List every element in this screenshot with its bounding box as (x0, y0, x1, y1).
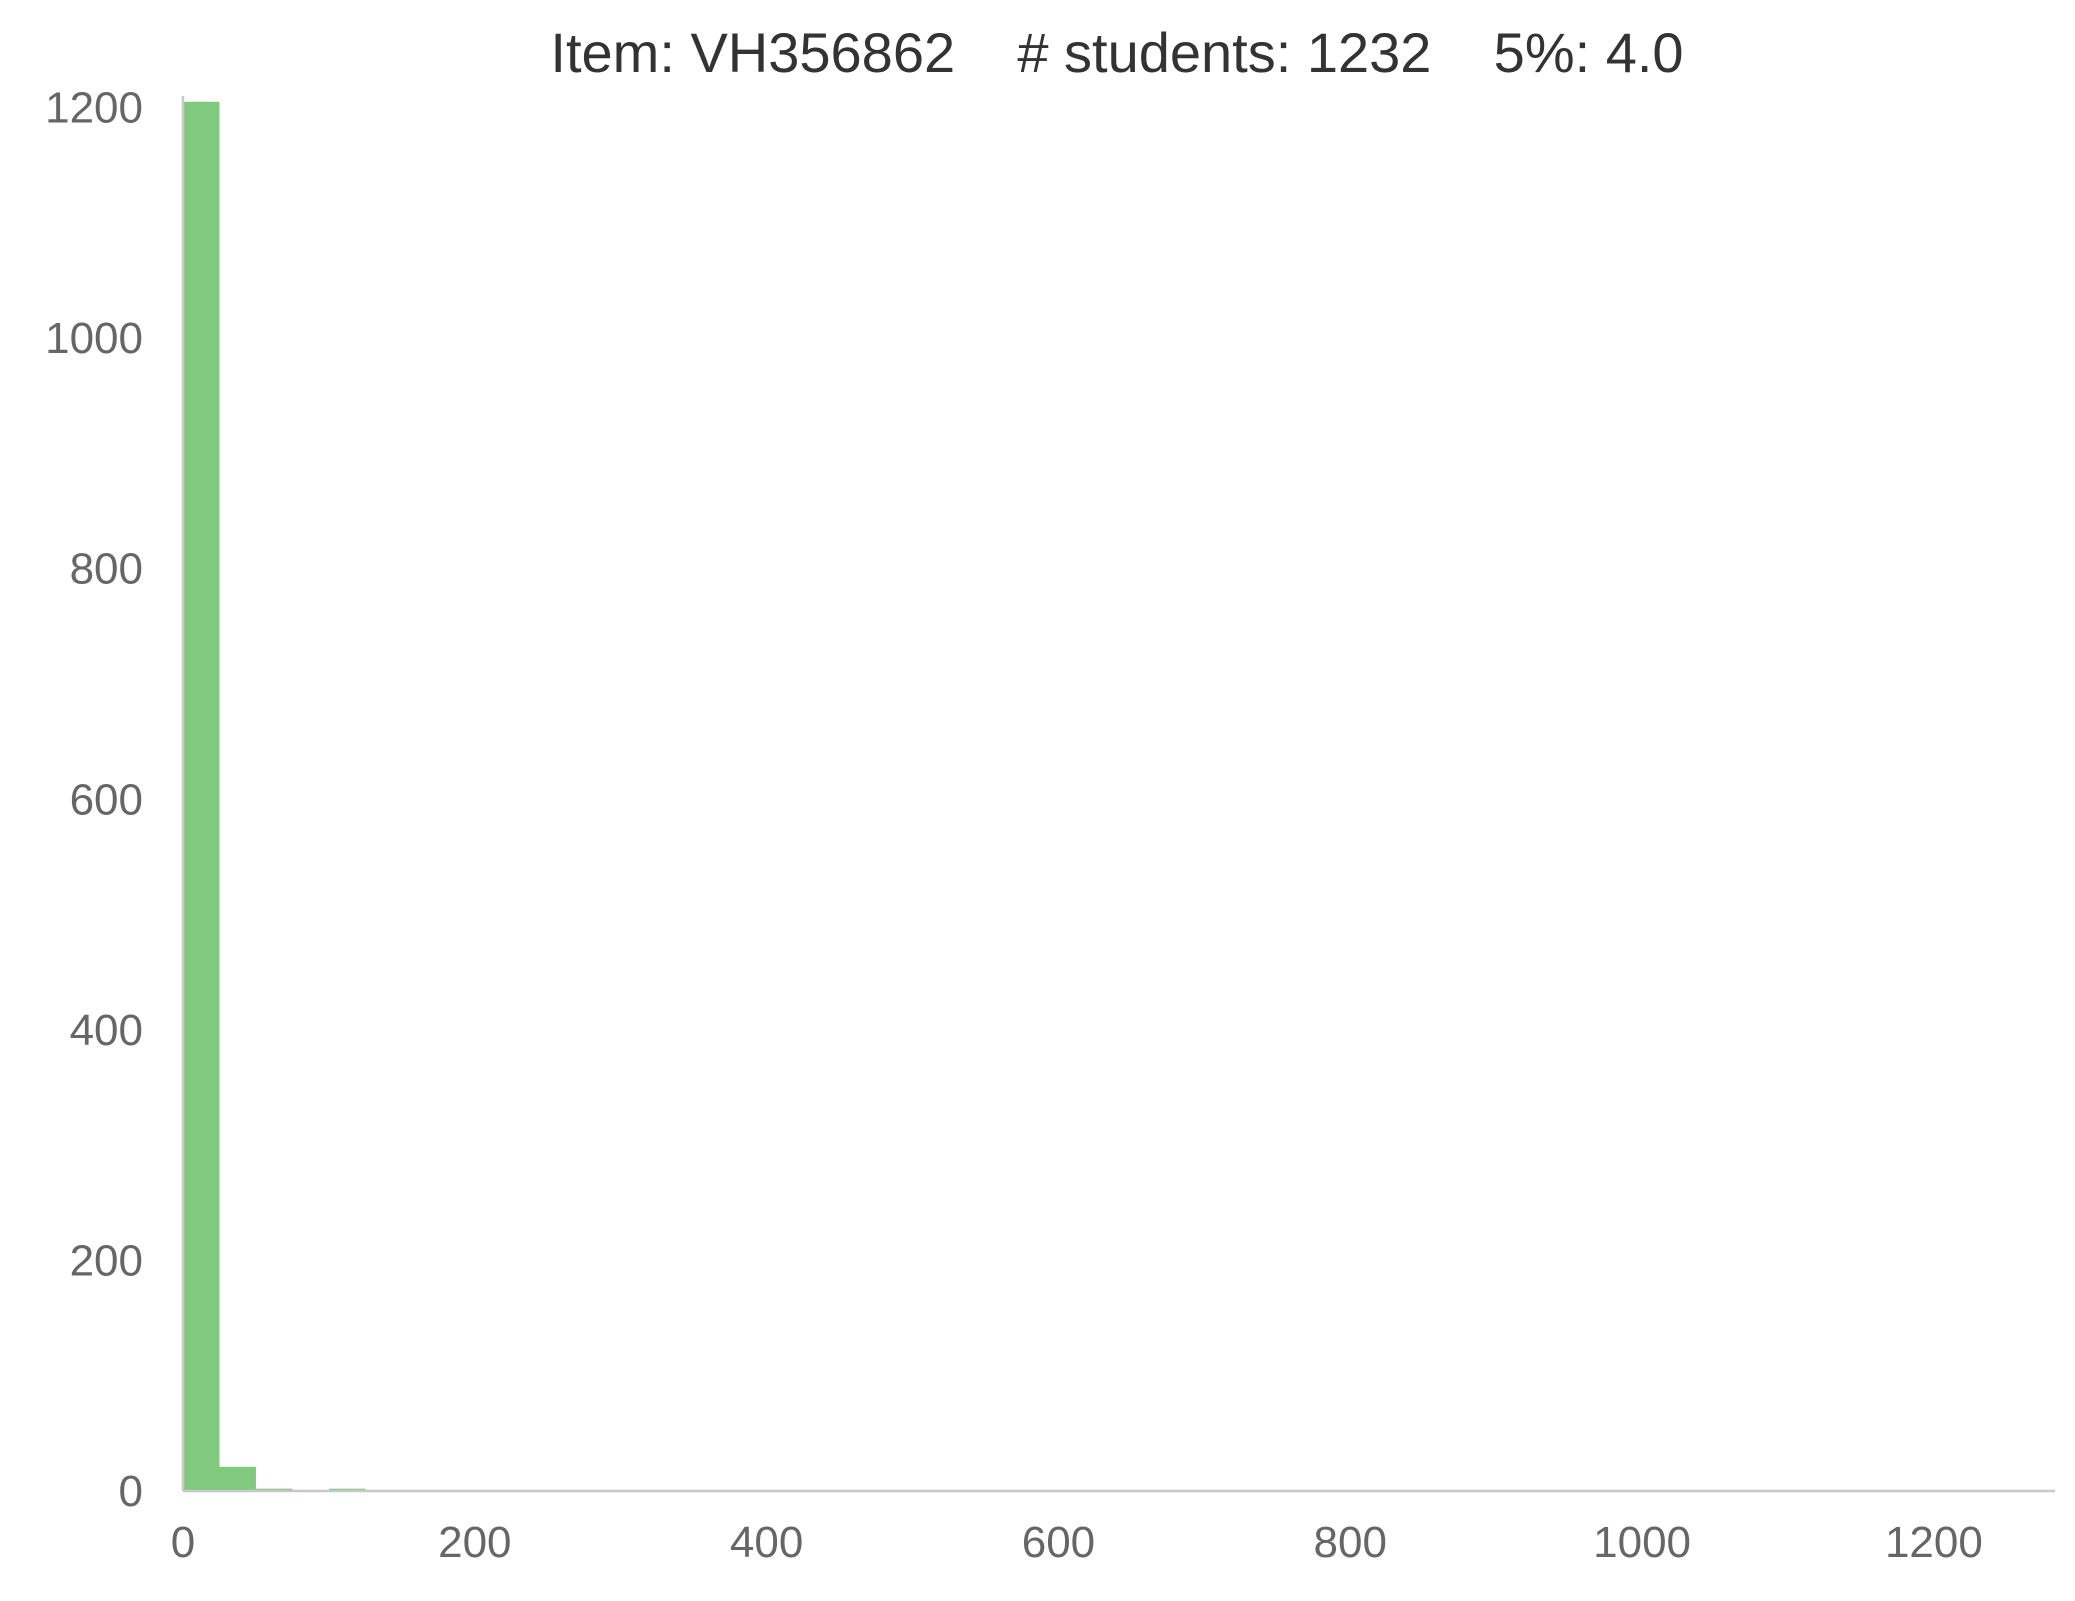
y-tick-label: 1000 (45, 314, 143, 363)
x-tick-label: 0 (171, 1518, 195, 1567)
histogram-bar-0 (183, 101, 220, 1492)
x-tick-label: 1200 (1885, 1518, 1983, 1567)
y-tick-label: 400 (70, 1006, 143, 1055)
histogram-bar-1 (219, 1466, 256, 1491)
y-tick-label: 1200 (45, 84, 143, 133)
bars-group (183, 101, 366, 1492)
y-tick-label: 600 (70, 775, 143, 824)
chart-title: Item: VH356862 # students: 1232 5%: 4.0 (550, 21, 1683, 84)
y-tick-label: 200 (70, 1236, 143, 1285)
x-tick-label: 600 (1022, 1518, 1095, 1567)
x-tick-label: 400 (730, 1518, 803, 1567)
x-tick-labels: 0 200 400 600 800 1000 1200 (171, 1518, 1983, 1567)
y-tick-label: 0 (119, 1467, 143, 1516)
x-tick-label: 200 (438, 1518, 511, 1567)
x-tick-label: 1000 (1593, 1518, 1691, 1567)
x-tick-label: 800 (1314, 1518, 1387, 1567)
y-tick-labels: 0 200 400 600 800 1000 1200 (45, 84, 143, 1516)
y-tick-label: 800 (70, 545, 143, 594)
